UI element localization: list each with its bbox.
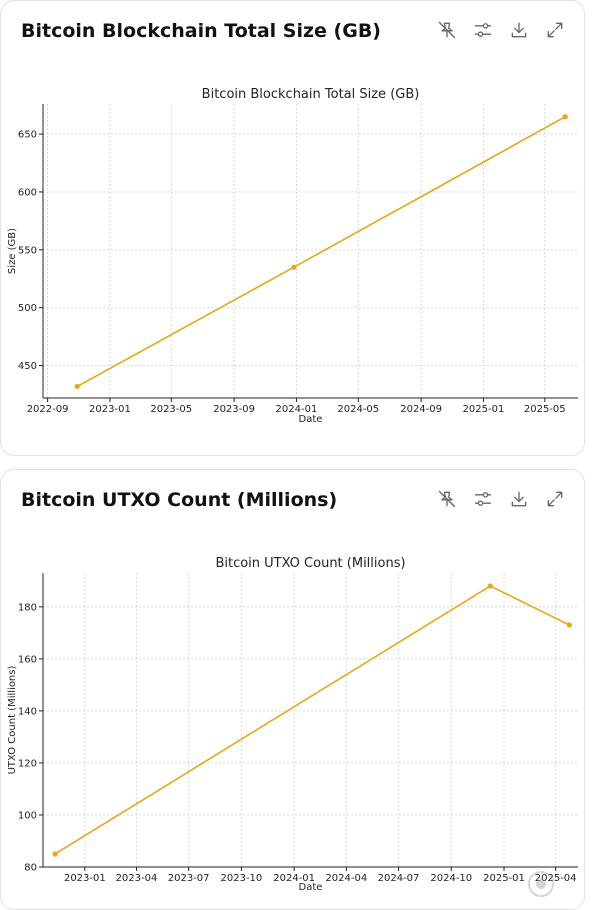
sliders-icon bbox=[474, 492, 492, 506]
download-icon bbox=[511, 491, 527, 507]
pin-off-icon bbox=[438, 490, 456, 508]
chart-card-blockchain-size: Bitcoin Blockchain Total Size (GB) 2022-… bbox=[0, 0, 585, 456]
x-tick-label: 2022-09 bbox=[27, 404, 69, 415]
x-tick-label: 2023-10 bbox=[221, 873, 263, 884]
y-tick-label: 500 bbox=[18, 303, 37, 314]
card-title: Bitcoin Blockchain Total Size (GB) bbox=[21, 20, 381, 42]
data-point bbox=[291, 264, 297, 270]
expand-icon bbox=[547, 22, 563, 38]
y-axis-label: Size (GB) bbox=[7, 228, 18, 274]
grid bbox=[43, 104, 578, 398]
settings-button[interactable] bbox=[472, 488, 494, 510]
card-title: Bitcoin UTXO Count (Millions) bbox=[21, 489, 338, 511]
y-tick-label: 140 bbox=[18, 706, 37, 717]
data-point bbox=[52, 851, 58, 857]
sliders-icon bbox=[474, 23, 492, 37]
y-tick-label: 180 bbox=[18, 602, 37, 613]
x-tick-label: 2025-05 bbox=[524, 404, 566, 415]
card-header: Bitcoin Blockchain Total Size (GB) bbox=[21, 17, 566, 45]
x-tick-label: 2025-01 bbox=[483, 873, 525, 884]
y-tick-label: 450 bbox=[18, 361, 37, 372]
x-tick-label: 2023-01 bbox=[64, 873, 106, 884]
download-icon bbox=[511, 22, 527, 38]
x-tick-label: 2023-07 bbox=[168, 873, 210, 884]
data-point bbox=[562, 114, 568, 120]
data-point bbox=[487, 583, 493, 589]
x-tick-label: 2025-04 bbox=[535, 873, 577, 884]
card-toolbar bbox=[436, 488, 566, 510]
size-line-chart: 2022-09 2023-01 2023-05 2023-09 2024-01 2024-… bbox=[7, 87, 578, 425]
x-tick-label: 2024-01 bbox=[276, 404, 318, 415]
grid bbox=[43, 573, 578, 868]
x-tick-label: 2023-04 bbox=[116, 873, 158, 884]
utxo-line-chart: 2023-01 2023-04 2023-07 2023-10 2024-01 2024-… bbox=[7, 556, 578, 893]
unpin-button[interactable] bbox=[436, 488, 458, 510]
x-axis-label: Date bbox=[299, 882, 323, 893]
download-button[interactable] bbox=[508, 488, 530, 510]
y-tick-label: 80 bbox=[24, 863, 37, 874]
download-button[interactable] bbox=[508, 19, 530, 41]
x-tick-label: 2024-01 bbox=[273, 873, 315, 884]
x-tick-label: 2023-01 bbox=[89, 404, 131, 415]
pin-off-icon bbox=[438, 21, 456, 39]
x-tick-label: 2023-05 bbox=[150, 404, 192, 415]
data-point bbox=[566, 622, 572, 628]
y-tick-label: 100 bbox=[18, 810, 37, 821]
expand-button[interactable] bbox=[544, 19, 566, 41]
chart-card-utxo-count: Bitcoin UTXO Count (Millions) 2023-01 202… bbox=[0, 469, 585, 910]
series-line bbox=[76, 116, 566, 388]
watermark-logo-icon bbox=[526, 869, 556, 899]
y-tick-label: 600 bbox=[18, 187, 37, 198]
x-tick-label: 2024-05 bbox=[337, 404, 379, 415]
x-tick-label: 2023-09 bbox=[213, 404, 255, 415]
chart-title: Bitcoin Blockchain Total Size (GB) bbox=[202, 87, 420, 102]
y-axis-label: UTXO Count (Millions) bbox=[7, 666, 18, 775]
x-tick-label: 2024-04 bbox=[325, 873, 367, 884]
card-header: Bitcoin UTXO Count (Millions) bbox=[21, 486, 566, 514]
expand-button[interactable] bbox=[544, 488, 566, 510]
y-tick-label: 120 bbox=[18, 758, 37, 769]
series-line bbox=[54, 585, 570, 855]
card-toolbar bbox=[436, 19, 566, 41]
y-tick-label: 550 bbox=[18, 245, 37, 256]
expand-icon bbox=[547, 491, 563, 507]
settings-button[interactable] bbox=[472, 19, 494, 41]
x-tick-label: 2024-07 bbox=[378, 873, 420, 884]
x-axis-label: Date bbox=[299, 414, 323, 425]
chart-title: Bitcoin UTXO Count (Millions) bbox=[215, 556, 405, 571]
x-tick-label: 2024-09 bbox=[400, 404, 442, 415]
x-tick-label: 2025-01 bbox=[463, 404, 505, 415]
y-tick-label: 160 bbox=[18, 654, 37, 665]
unpin-button[interactable] bbox=[436, 19, 458, 41]
data-point bbox=[74, 383, 80, 390]
x-tick-label: 2024-10 bbox=[430, 873, 472, 884]
y-tick-label: 650 bbox=[18, 130, 37, 141]
